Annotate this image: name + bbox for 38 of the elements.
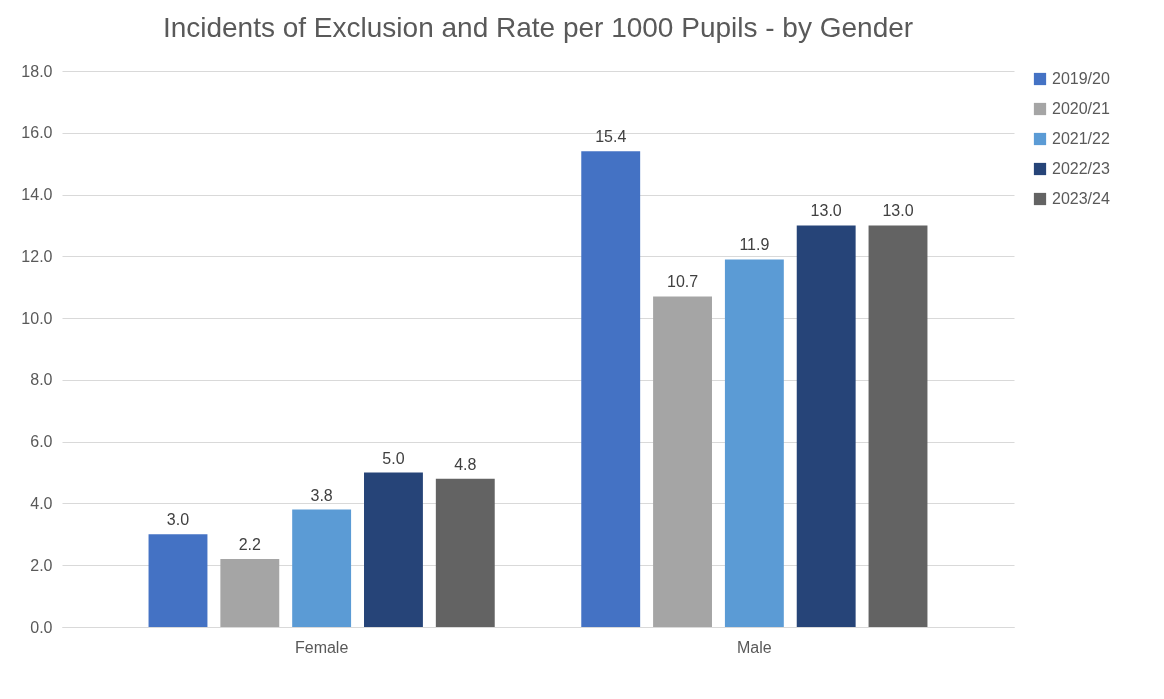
y-tick-label: 8.0 xyxy=(30,371,53,389)
data-label: 5.0 xyxy=(382,449,405,467)
legend-label: 2019/20 xyxy=(1052,70,1110,87)
y-tick-label: 10.0 xyxy=(21,309,53,327)
x-tick-label: Male xyxy=(737,638,772,656)
y-tick-label: 6.0 xyxy=(30,433,53,451)
data-label: 13.0 xyxy=(810,202,842,220)
legend-label: 2020/21 xyxy=(1052,100,1110,117)
bar xyxy=(148,534,208,627)
data-label: 15.4 xyxy=(595,128,627,146)
legend-label: 2022/23 xyxy=(1052,160,1110,177)
bar xyxy=(724,259,784,627)
data-label: 3.8 xyxy=(310,486,333,504)
y-tick-label: 2.0 xyxy=(30,556,53,574)
y-tick-label: 12.0 xyxy=(21,247,53,265)
y-tick-label: 0.0 xyxy=(30,618,53,636)
bar xyxy=(868,225,928,627)
bar xyxy=(364,472,423,627)
legend-label: 2021/22 xyxy=(1052,130,1110,147)
data-label: 10.7 xyxy=(666,273,699,291)
bar xyxy=(292,509,352,627)
x-tick-label: Female xyxy=(294,638,349,656)
bar xyxy=(796,225,856,627)
y-tick-label: 16.0 xyxy=(21,124,53,142)
bar xyxy=(653,296,712,627)
bar xyxy=(581,151,641,627)
data-label: 4.8 xyxy=(454,455,477,473)
data-label: 11.9 xyxy=(739,236,770,254)
legend-label: 2023/24 xyxy=(1052,190,1110,207)
data-label: 13.0 xyxy=(882,202,914,220)
y-tick-label: 18.0 xyxy=(21,62,53,80)
y-tick-label: 4.0 xyxy=(30,494,53,512)
chart-title: Incidents of Exclusion and Rate per 1000 Pupils - by Gender xyxy=(162,12,914,43)
y-tick-label: 14.0 xyxy=(21,186,53,204)
data-label: 3.0 xyxy=(166,511,190,529)
data-label: 2.2 xyxy=(238,536,262,554)
bar xyxy=(220,559,280,627)
bar xyxy=(435,478,495,627)
